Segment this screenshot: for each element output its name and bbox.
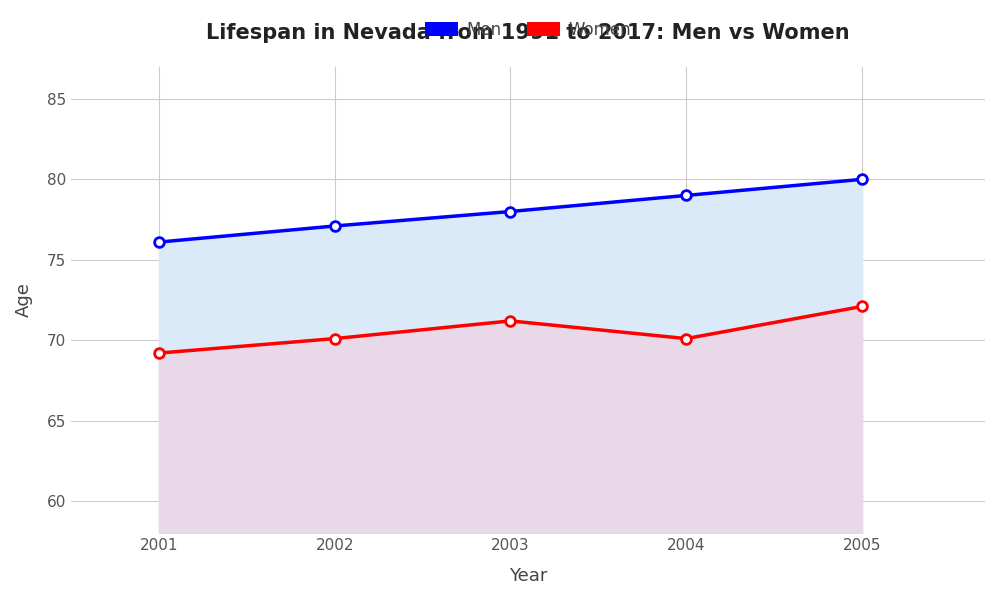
Legend: Men, Women: Men, Women — [418, 14, 638, 46]
Title: Lifespan in Nevada from 1991 to 2017: Men vs Women: Lifespan in Nevada from 1991 to 2017: Me… — [206, 23, 850, 43]
X-axis label: Year: Year — [509, 567, 547, 585]
Y-axis label: Age: Age — [15, 283, 33, 317]
